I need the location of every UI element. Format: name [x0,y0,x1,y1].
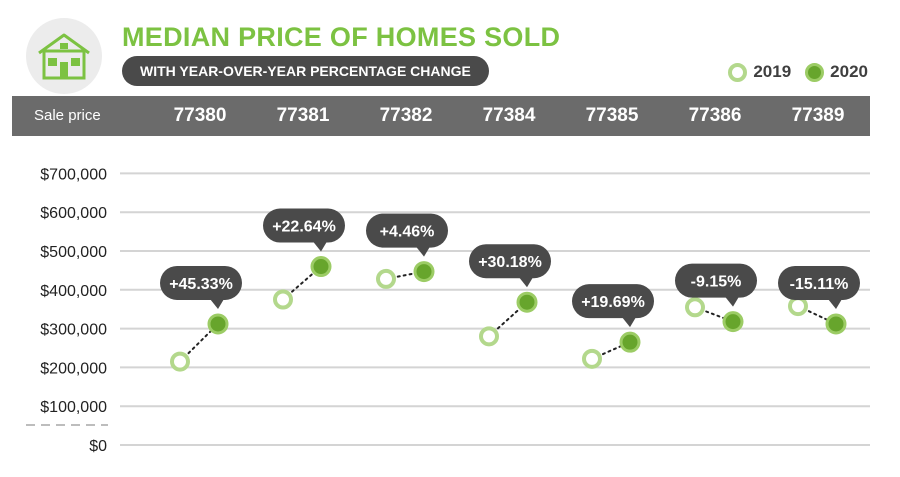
legend-label-2020: 2020 [830,62,868,81]
point-2019 [685,297,705,318]
y-tick-label: $200,000 [40,360,107,377]
logo-badge [26,18,102,94]
y-tick-label: $100,000 [40,399,107,416]
point-2019 [582,348,602,369]
callout-pointer [725,296,739,307]
callout-bubble [263,208,345,243]
callout-bubble [366,213,448,248]
change-callout: -15.11% [778,265,860,309]
change-label: +19.69% [581,294,645,311]
change-callout: +22.64% [263,208,345,252]
point-2020 [825,313,847,335]
point-2020 [516,291,538,313]
zip-label-77384: 77384 [482,105,536,126]
callout-pointer [313,241,327,252]
change-label: +45.33% [169,276,233,293]
zip-label-77382: 77382 [379,105,433,126]
zip-label-77385: 77385 [585,105,639,126]
point-2019 [376,268,396,289]
y-tick-label: $700,000 [40,166,107,183]
callout-pointer [622,317,636,328]
point-2020 [413,261,435,283]
point-2019 [479,326,499,347]
y-tick-label: $600,000 [40,205,107,222]
callout-pointer [210,298,224,309]
point-2020 [310,256,332,278]
callout-bubble [572,284,654,319]
legend-marker-2019 [728,62,748,82]
change-callout: +19.69% [572,284,654,328]
change-label: -9.15% [691,274,742,291]
legend: 2019 2020 [728,62,868,82]
house-icon [38,33,90,80]
callout-pointer [519,277,533,288]
change-callout: +4.46% [366,213,448,257]
y-tick-label: $0 [89,438,107,455]
callout-bubble [469,244,551,279]
zip-label-77386: 77386 [688,105,742,126]
change-label: +4.46% [380,224,435,241]
callout-pointer [828,298,842,309]
legend-item-2020: 2020 [805,62,868,82]
legend-label-2019: 2019 [753,62,792,81]
y-tick-label: $300,000 [40,322,107,339]
y-tick-label: $500,000 [40,244,107,261]
point-2020 [722,311,744,333]
callout-pointer [416,246,430,257]
chart-title: MEDIAN PRICE OF HOMES SOLD [122,22,561,52]
point-2020 [207,313,229,335]
zip-label-77381: 77381 [276,105,330,126]
zip-label-77389: 77389 [791,105,845,126]
chart-subtitle: WITH YEAR-OVER-YEAR PERCENTAGE CHANGE [122,56,489,86]
legend-marker-2020 [805,62,825,82]
zip-header-band: Sale price 77380 77381 77382 77384 77385… [12,96,870,136]
legend-item-2019: 2019 [728,62,791,82]
point-2019 [788,296,808,317]
point-2019 [170,351,190,372]
change-callout: +30.18% [469,244,551,288]
point-2019 [273,289,293,310]
callout-bubble [160,265,242,300]
change-label: +30.18% [478,254,542,271]
row-label: Sale price [34,107,101,124]
callout-bubble [778,265,860,300]
zip-label-77380: 77380 [173,105,227,126]
point-2020 [619,331,641,353]
y-tick-label: $400,000 [40,283,107,300]
change-callout: +45.33% [160,265,242,309]
change-label: +22.64% [272,219,336,236]
change-label: -15.11% [790,276,849,293]
change-callout: -9.15% [675,263,757,307]
callout-bubble [675,263,757,298]
